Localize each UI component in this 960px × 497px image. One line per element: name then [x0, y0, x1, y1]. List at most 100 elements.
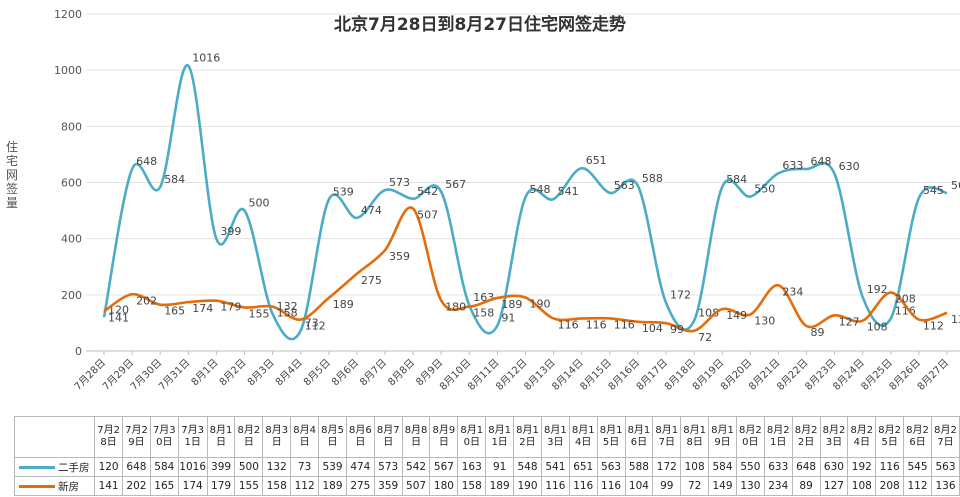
table-cell: 202: [122, 476, 151, 496]
table-cell: 651: [568, 457, 598, 477]
table-cell: 174: [177, 476, 208, 496]
table-header-cell: 8月16日: [624, 416, 654, 458]
data-label: 651: [586, 154, 607, 167]
table-row: 二手房 120 648 584 1016 399 500 132 73 539 474 573 542 5…: [13, 457, 960, 477]
data-label: 73: [305, 316, 319, 329]
table-header-cell: 7月30日: [149, 416, 179, 458]
data-label: 91: [501, 311, 515, 324]
x-tick-label: 8月8日: [386, 357, 418, 389]
table-header-cell: 8月5日: [318, 416, 347, 458]
data-label: 179: [220, 301, 241, 314]
table-cell: 116: [596, 476, 626, 496]
x-tick-label: 8月4日: [273, 357, 305, 389]
table-cell: 116: [540, 476, 570, 496]
data-label: 116: [614, 318, 635, 331]
data-label: 1016: [192, 52, 220, 65]
table-header-cell: 8月17日: [652, 416, 682, 458]
table-header-cell: 8月9日: [429, 416, 459, 458]
data-label: 548: [530, 183, 551, 196]
line-chart-plot: 0200400600800100012007月28日7月29日7月30日7月31…: [54, 8, 960, 393]
table-header-row: 7月28日 7月29日 7月30日 7月31日 8月1日 8月2日 8月3日 8月4日 8月5日…: [13, 416, 960, 458]
table-cell: 163: [457, 457, 487, 477]
table-header-cell: 8月10日: [457, 416, 487, 458]
data-label: 573: [389, 176, 410, 189]
table-cell: 507: [401, 476, 431, 496]
table-cell: 234: [763, 476, 793, 496]
table-header-cell: 8月13日: [540, 416, 570, 458]
data-label: 108: [867, 321, 888, 334]
table-cell: 132: [262, 457, 292, 477]
table-cell: 158: [262, 476, 292, 496]
table-header-cell: 8月18日: [680, 416, 710, 458]
table-cell: 127: [819, 476, 849, 496]
data-label: 112: [923, 320, 944, 333]
legend-swatch: [19, 466, 55, 469]
data-label: 190: [530, 298, 551, 311]
table-cell: 141: [94, 476, 124, 496]
data-label: 192: [867, 283, 888, 296]
data-label: 648: [811, 155, 832, 168]
table-header-cell: 8月11日: [485, 416, 515, 458]
data-label: 112: [305, 320, 326, 333]
table-cell: 99: [652, 476, 682, 496]
y-tick-label: 1000: [54, 64, 82, 77]
data-label: 72: [698, 331, 712, 344]
x-tick-label: 8月2日: [217, 357, 249, 389]
table-cell: 130: [735, 476, 765, 496]
table-cell: 112: [903, 476, 932, 496]
table-header-cell: 8月27日: [930, 416, 960, 458]
table-cell: 91: [485, 457, 515, 477]
table-cell: 89: [791, 476, 821, 496]
data-label: 584: [164, 173, 185, 186]
x-tick-label: 8月1日: [189, 357, 221, 389]
data-label: 189: [333, 298, 354, 311]
series-line-2: [103, 206, 948, 333]
data-label: 474: [361, 204, 382, 217]
table-cell: 179: [206, 476, 236, 496]
table-cell: 108: [680, 457, 710, 477]
table-cell: 567: [429, 457, 459, 477]
data-label: 104: [642, 322, 663, 335]
table-cell: 155: [234, 476, 264, 496]
table-cell: 588: [624, 457, 654, 477]
data-label: 99: [670, 323, 684, 336]
table-header-cell: 8月23日: [819, 416, 849, 458]
data-label: 633: [782, 159, 803, 172]
x-tick-label: 8月6日: [329, 357, 361, 389]
data-label: 507: [417, 209, 438, 222]
y-tick-label: 200: [61, 289, 82, 302]
legend-label: 二手房: [58, 461, 90, 474]
table-cell: 189: [485, 476, 515, 496]
x-tick-label: 8月3日: [245, 357, 277, 389]
table-cell: 573: [373, 457, 403, 477]
table-header-cell: 8月7日: [373, 416, 403, 458]
data-label: 127: [839, 315, 860, 328]
table-cell: 172: [652, 457, 682, 477]
table-cell: 1016: [177, 457, 208, 477]
y-tick-label: 0: [75, 345, 82, 358]
data-label: 136: [951, 313, 960, 326]
table-cell: 149: [708, 476, 737, 496]
data-label: 630: [839, 160, 860, 173]
table-cell: 563: [596, 457, 626, 477]
table-header-cell: 8月12日: [513, 416, 542, 458]
table-header-cell: 7月29日: [122, 416, 151, 458]
data-label: 588: [642, 172, 663, 185]
data-table: 7月28日 7月29日 7月30日 7月31日 8月1日 8月2日 8月3日 8月4日 8月5日…: [13, 416, 960, 496]
table-cell: 116: [568, 476, 598, 496]
table-header-cell: 8月2日: [234, 416, 264, 458]
data-label: 89: [811, 326, 825, 339]
table-cell: 190: [513, 476, 542, 496]
data-label: 545: [923, 184, 944, 197]
y-tick-label: 600: [61, 177, 82, 190]
x-tick-label: 8月5日: [301, 357, 333, 389]
data-label: 120: [108, 303, 129, 316]
table-header-cell: 8月4日: [290, 416, 320, 458]
table-header-cell: 8月19日: [708, 416, 737, 458]
table-cell: 539: [318, 457, 347, 477]
y-tick-label: 800: [61, 120, 82, 133]
table-cell: 189: [318, 476, 347, 496]
data-label: 567: [445, 178, 466, 191]
x-tick-label: 8月7日: [357, 357, 389, 389]
table-cell: 158: [457, 476, 487, 496]
